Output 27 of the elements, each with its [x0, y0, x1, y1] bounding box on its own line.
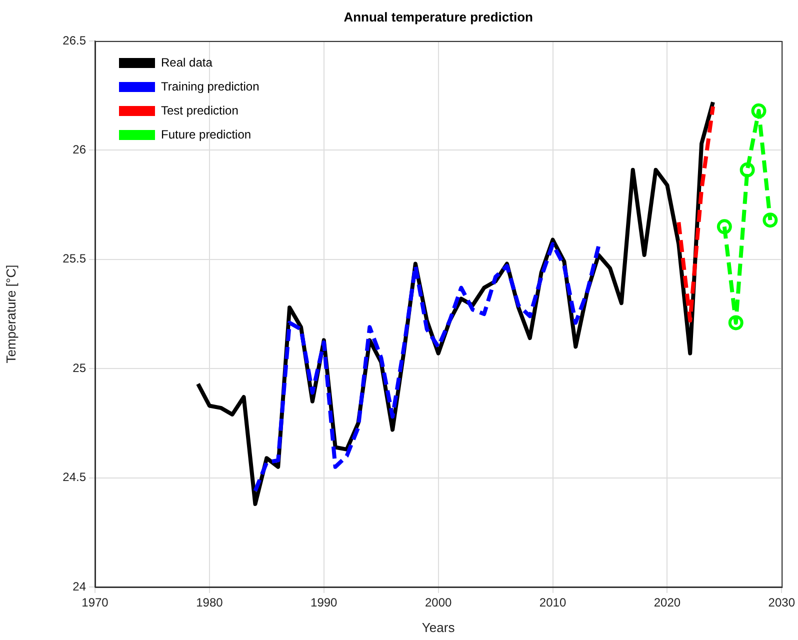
- x-tick-label: 1970: [82, 596, 109, 610]
- legend-label: Real data: [161, 55, 213, 70]
- chart-title: Annual temperature prediction: [344, 10, 534, 25]
- x-tick-label: 2020: [654, 596, 681, 610]
- y-tick-label: 24: [72, 579, 86, 594]
- x-tick-label: 2030: [768, 596, 796, 610]
- legend-label: Future prediction: [161, 127, 252, 142]
- x-tick-label: 1980: [196, 596, 224, 610]
- line-series: [253, 242, 601, 493]
- x-tick-label: 1990: [310, 596, 338, 610]
- legend-label: Test prediction: [161, 103, 238, 118]
- point: [716, 219, 732, 234]
- point: [740, 162, 755, 178]
- x-tick-label: 2000: [424, 596, 452, 610]
- y-tick-label: 26: [72, 142, 86, 157]
- y-axis-title: Temperature [°C]: [3, 264, 18, 364]
- x-tick-label: 2010: [539, 596, 566, 610]
- point: [751, 103, 766, 118]
- point: [762, 212, 778, 228]
- legend-label: Training prediction: [161, 79, 260, 94]
- point: [728, 315, 744, 330]
- x-axis-title: Years: [422, 620, 456, 635]
- y-tick-label: 26.5: [62, 33, 86, 48]
- y-tick-label: 25: [72, 360, 86, 375]
- y-tick-label: 25.5: [62, 252, 86, 266]
- y-tick-label: 24.5: [62, 470, 86, 484]
- line-series: [676, 104, 715, 323]
